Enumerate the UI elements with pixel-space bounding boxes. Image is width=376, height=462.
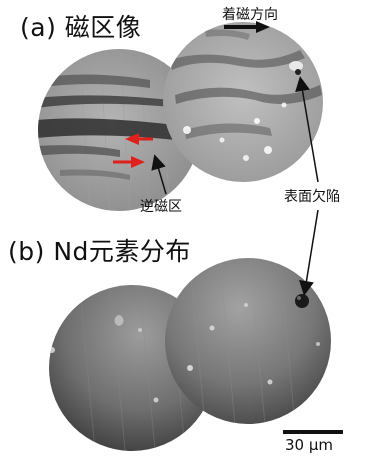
reverse-domain-label: 逆磁区 (140, 199, 182, 215)
domain-image-left (38, 49, 200, 211)
scale-bar-label: 30 μm (285, 436, 334, 454)
domain-image-right (163, 22, 323, 182)
panel-a-label: (a) 磁区像 (20, 13, 142, 42)
surface-defect-pointer-upper (295, 76, 319, 183)
reverse-domain-arrow-lower (113, 156, 145, 168)
magnetization-direction-label: 着磁方向 (222, 7, 278, 23)
surface-defect-pointer-lower (299, 209, 319, 296)
nd-map-right (165, 258, 331, 424)
surface-defect-label: 表面欠陥 (284, 189, 340, 205)
panel-b-label: (b) Nd元素分布 (8, 237, 191, 266)
reverse-domain-arrow-upper (125, 133, 153, 145)
magnetization-arrow (224, 21, 270, 33)
reverse-domain-pointer (151, 154, 167, 195)
